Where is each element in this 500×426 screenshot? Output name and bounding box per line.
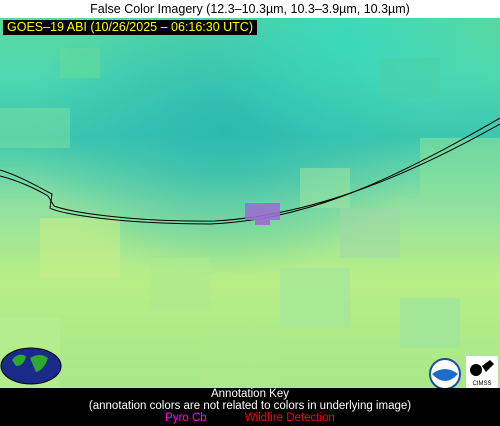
- border-line: [0, 117, 500, 225]
- cimss-label: CIMSS: [472, 381, 491, 387]
- border-line: [0, 123, 500, 222]
- pyro-cb-area: [245, 203, 280, 220]
- noaa-logo: [432, 369, 458, 381]
- timestamp-label: GOES–19 ABI (10/26/2025 – 06:16:30 UTC): [3, 20, 257, 35]
- globe-logo: [12, 354, 48, 372]
- cimss-logo: [482, 360, 494, 372]
- cimss-logo: [470, 364, 482, 376]
- satellite-image: NOAA CIMSS: [0, 18, 500, 388]
- globe-logo: [0, 347, 62, 385]
- key-items: Pyro Cb Wildfire Detection: [0, 412, 500, 424]
- page-title: False Color Imagery (12.3–10.3µm, 10.3–3…: [0, 0, 500, 18]
- key-item: Pyro Cb: [165, 412, 207, 424]
- annotation-key: Annotation Key (annotation colors are no…: [0, 388, 500, 426]
- key-note: (annotation colors are not related to co…: [88, 400, 412, 412]
- pyro-cb-area: [255, 218, 270, 225]
- key-title: Annotation Key: [210, 388, 289, 400]
- key-item: Wildfire Detection: [244, 412, 335, 424]
- noaa-label: NOAA: [438, 365, 453, 371]
